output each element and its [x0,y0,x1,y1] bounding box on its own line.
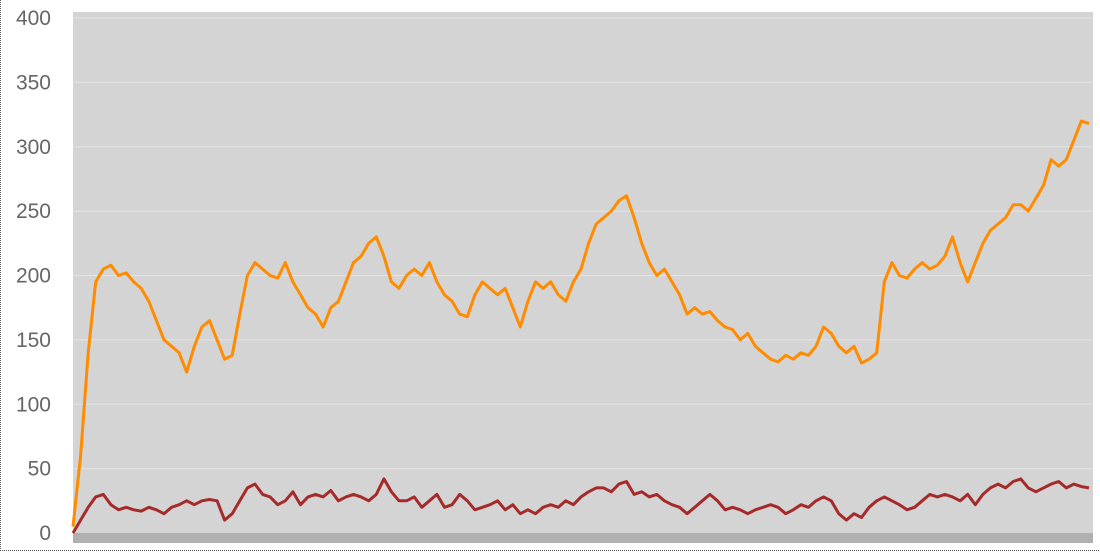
plot-area [73,12,1093,533]
y-axis-tick-labels: 0 50 100 150 200 250 300 350 400 [16,7,51,545]
y-tick-label: 0 [39,522,51,545]
y-tick-label: 50 [28,458,51,481]
y-tick-label: 100 [16,393,51,416]
y-tick-label: 250 [16,200,51,223]
y-tick-label: 350 [16,71,51,94]
x-tick-band [73,533,1093,543]
y-tick-label: 300 [16,136,51,159]
y-tick-label: 150 [16,329,51,352]
series-line-2 [71,477,1090,534]
y-tick-label: 200 [16,265,51,288]
series-lines [71,119,1090,534]
gridlines [73,17,1093,470]
series-line-1 [71,119,1090,527]
y-tick-label: 400 [16,7,51,30]
